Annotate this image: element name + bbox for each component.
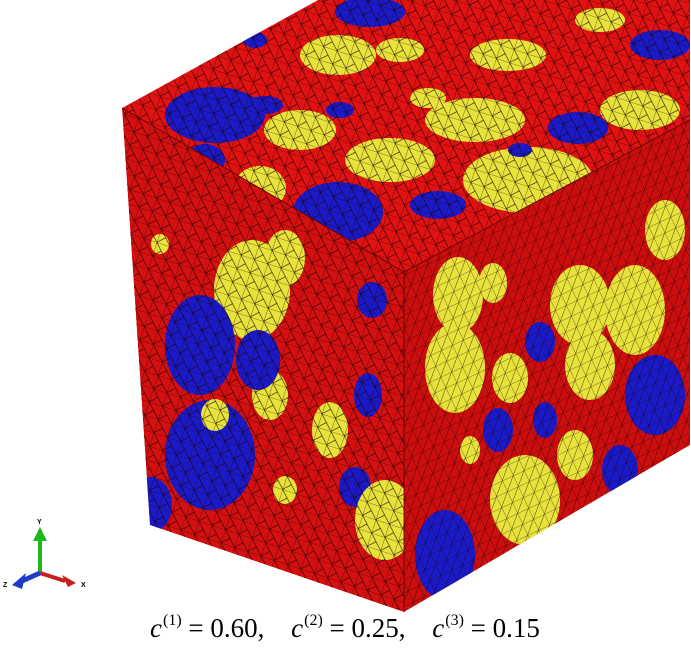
y-axis-label: Y [37, 519, 42, 526]
volume-fraction-1: c(1) = 0.60, [150, 612, 264, 644]
axis-triad: Y X Z [3, 519, 86, 589]
volume-fraction-2: c(2) = 0.25, [291, 612, 405, 644]
cube-edges [121, 107, 691, 612]
fraction-value: = 0.15 [463, 613, 540, 643]
x-axis-label: X [81, 582, 86, 589]
x-axis-arrow [39, 571, 76, 587]
z-axis-arrow [12, 570, 42, 589]
z-axis-label: Z [3, 582, 8, 589]
fraction-value: = 0.25, [322, 613, 406, 643]
cube-left-face [122, 108, 404, 612]
volume-fraction-3: c(3) = 0.15 [432, 612, 540, 644]
fraction-symbol: c [291, 613, 304, 643]
phase-index: (1) [162, 612, 182, 629]
phase-index: (3) [445, 612, 464, 629]
y-axis-arrow [33, 527, 47, 573]
volume-fraction-caption: c(1) = 0.60, c(2) = 0.25, c(3) = 0.15 [150, 612, 670, 662]
fraction-symbol: c [150, 613, 162, 643]
fraction-symbol: c [432, 613, 445, 643]
cube-top-face [122, 0, 690, 272]
fraction-value: = 0.60, [181, 613, 265, 643]
phase-index: (2) [304, 612, 323, 629]
